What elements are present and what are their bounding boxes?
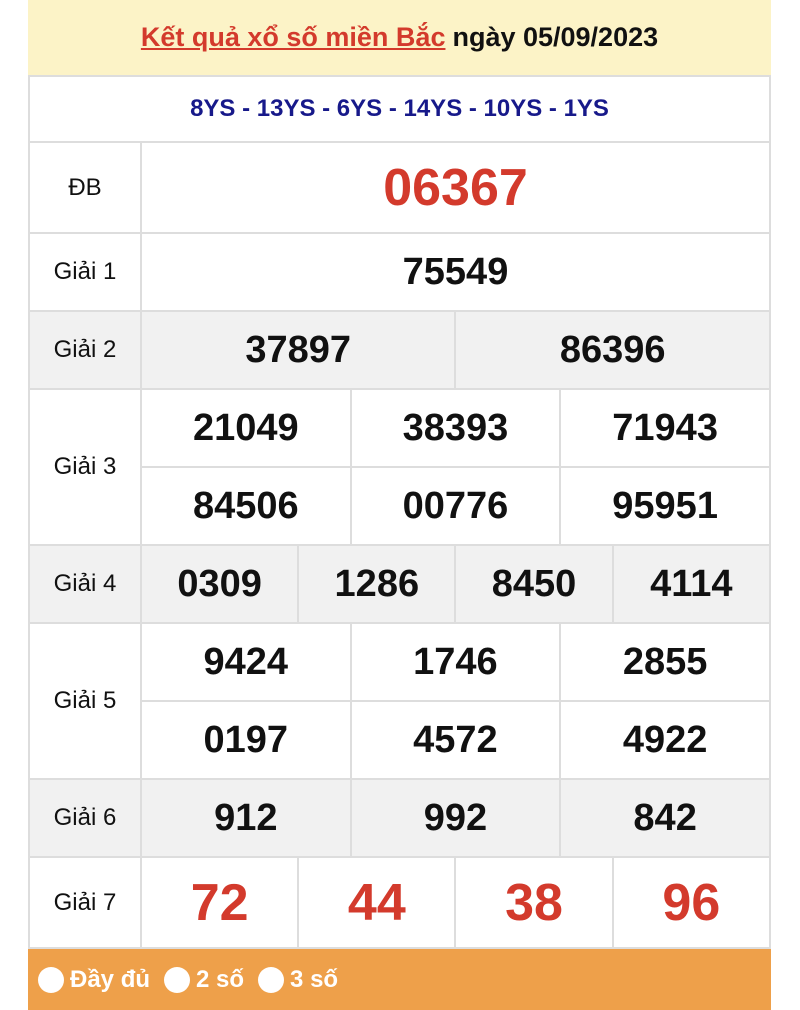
- prize-label: ĐB: [28, 141, 142, 234]
- radio-icon[interactable]: [164, 966, 191, 993]
- option-label: Đầy đủ: [70, 965, 151, 993]
- prize-number: 38393: [349, 388, 562, 468]
- prize-label: Giải 4: [28, 544, 142, 624]
- prize-number: 4922: [559, 700, 771, 780]
- prize-row-g1: Giải 1 75549: [28, 232, 771, 312]
- prize-number: 4114: [611, 544, 772, 624]
- prize-number: 1746: [349, 622, 562, 702]
- prize-number: 842: [559, 778, 771, 858]
- radio-icon[interactable]: [258, 966, 285, 993]
- prize-label: Giải 1: [28, 232, 142, 312]
- prize-number: 2855: [559, 622, 771, 702]
- prize-number: 8450: [454, 544, 614, 624]
- prize-row-g3b: 84506 00776 95951: [29, 466, 771, 546]
- prize-label: Giải 5: [28, 622, 142, 780]
- results-title: Kết quả xổ số miền Bắc ngày 05/09/2023: [28, 0, 771, 75]
- prize-label: Giải 7: [28, 856, 142, 949]
- prize-number: 44: [297, 856, 457, 949]
- prize-row-g5b: 0197 4572 4922: [29, 700, 771, 780]
- prize-number: 75549: [140, 232, 771, 312]
- display-options: Đầy đủ 2 số 3 số: [28, 949, 771, 1010]
- prize-number: 9424: [140, 622, 352, 702]
- region-link[interactable]: Kết quả xổ số miền Bắc: [140, 22, 446, 52]
- prize-row-g5: Giải 5 9424 1746 2855: [28, 622, 771, 780]
- prize-row-g4: Giải 4 0309 1286 8450 4114: [28, 544, 772, 624]
- prize-number: 4572: [349, 700, 562, 780]
- option-2-digits[interactable]: 2 số: [164, 966, 244, 994]
- results-date: ngày 05/09/2023: [452, 22, 659, 52]
- results-table: 8YS - 13YS - 6YS - 14YS - 10YS - 1YS ĐB …: [28, 75, 772, 949]
- prize-number: 1286: [297, 544, 457, 624]
- prize-row-g7: Giải 7 72 44 38 96: [28, 856, 772, 949]
- prize-number: 37897: [139, 310, 457, 390]
- option-label: 3 số: [290, 965, 339, 993]
- prize-row-db: ĐB 06367: [28, 141, 771, 234]
- option-label: 2 số: [196, 965, 245, 993]
- option-3-digits[interactable]: 3 số: [258, 966, 338, 994]
- option-full[interactable]: Đầy đủ: [38, 966, 150, 994]
- prize-number: 0309: [139, 544, 300, 624]
- radio-icon[interactable]: [38, 966, 64, 993]
- prize-number: 72: [139, 856, 300, 949]
- prize-label: Giải 2: [28, 310, 142, 390]
- prize-number: 00776: [349, 466, 562, 546]
- prize-number: 86396: [454, 310, 771, 390]
- prize-number: 912: [140, 778, 352, 858]
- prize-number: 95951: [559, 466, 771, 546]
- prize-number: 38: [454, 856, 614, 949]
- prize-number: 21049: [140, 388, 352, 468]
- prize-number: 96: [611, 856, 772, 949]
- prize-label: Giải 3: [28, 388, 142, 546]
- prize-row-g6: Giải 6 912 992 842: [28, 778, 771, 858]
- special-prize-number: 06367: [140, 141, 771, 234]
- prize-row-g3: Giải 3 21049 38393 71943: [28, 388, 771, 546]
- prize-number: 0197: [140, 700, 352, 780]
- prize-row-g2: Giải 2 37897 86396: [28, 310, 771, 390]
- results-panel: Kết quả xổ số miền Bắc ngày 05/09/2023 8…: [28, 0, 772, 1010]
- prize-number: 71943: [559, 388, 771, 468]
- prize-label: Giải 6: [28, 778, 142, 858]
- prize-number: 84506: [140, 466, 352, 546]
- prize-number: 992: [349, 778, 562, 858]
- draw-codes: 8YS - 13YS - 6YS - 14YS - 10YS - 1YS: [28, 75, 771, 143]
